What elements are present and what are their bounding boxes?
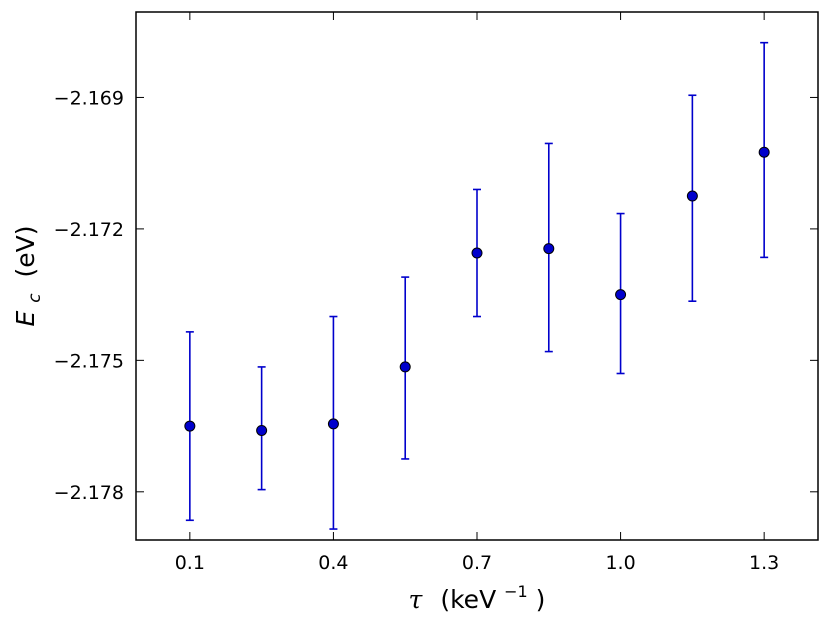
- x-axis-unit-exponent: −1: [504, 582, 528, 601]
- x-axis-unit-close: ): [536, 585, 546, 614]
- data-point: [543, 243, 555, 255]
- y-axis-symbol: E: [11, 311, 40, 327]
- x-tick-label: 0.1: [175, 552, 205, 574]
- y-axis-unit: (eV): [11, 225, 40, 277]
- data-point: [615, 289, 627, 301]
- x-tick-label: 1.3: [749, 552, 779, 574]
- x-axis-unit: (keV: [440, 585, 496, 614]
- data-point: [686, 190, 698, 202]
- data-point: [327, 418, 339, 430]
- y-axis-subscript: c: [25, 293, 45, 303]
- data-point: [758, 146, 770, 158]
- y-tick-label: −2.178: [54, 482, 124, 504]
- x-axis-title: τ (keV −1 ): [409, 574, 546, 614]
- data-point: [256, 424, 268, 436]
- data-point: [399, 361, 411, 373]
- y-tick-label: −2.172: [54, 219, 124, 241]
- axis-ticks: 0.1 0.4 0.7 1.0 1.3 −2.169 −2.172 −2.175 −2.178: [54, 12, 818, 574]
- data-marks: [184, 41, 770, 530]
- x-axis-symbol: τ: [409, 585, 424, 614]
- x-tick-label: 1.0: [605, 552, 635, 574]
- y-tick-label: −2.169: [54, 87, 124, 109]
- x-tick-label: 0.7: [462, 552, 492, 574]
- x-tick-label: 0.4: [318, 552, 348, 574]
- y-tick-label: −2.175: [54, 350, 124, 372]
- data-point: [184, 420, 196, 432]
- data-point: [471, 247, 483, 259]
- y-axis-title: E c (eV): [11, 225, 46, 326]
